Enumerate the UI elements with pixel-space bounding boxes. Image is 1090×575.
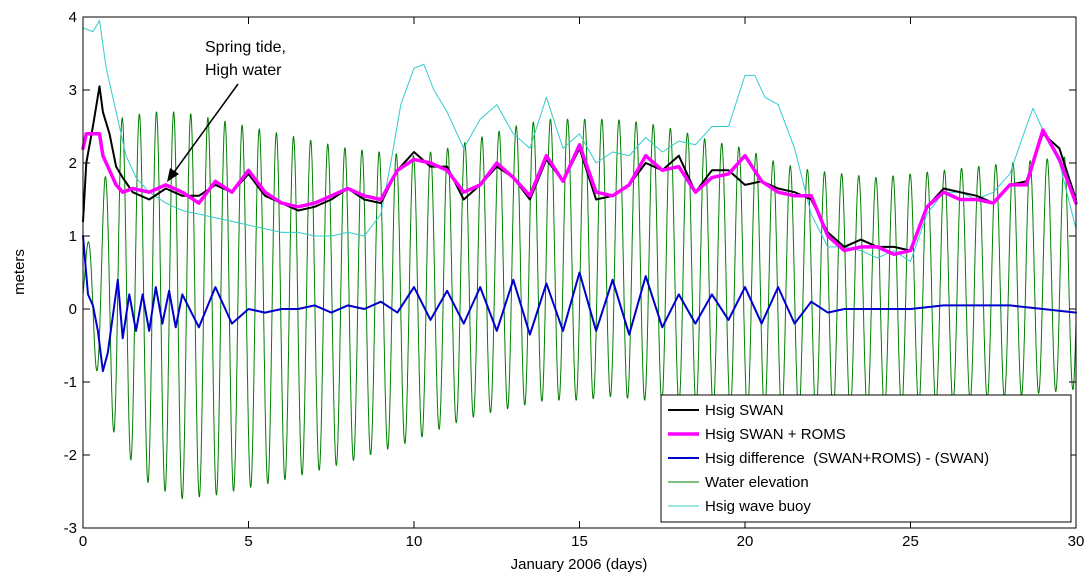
x-tick-label: 15 (571, 533, 588, 550)
y-tick-label: -3 (64, 520, 77, 537)
legend-label-swan-roms: Hsig SWAN + ROMS (705, 426, 846, 443)
y-tick-label: -1 (64, 374, 77, 391)
legend-label-buoy: Hsig wave buoy (705, 498, 811, 515)
legend: Hsig SWAN Hsig SWAN + ROMS Hsig differen… (661, 395, 1071, 522)
y-tick-label: 1 (69, 228, 77, 245)
x-tick-label: 10 (406, 533, 423, 550)
x-axis-label: January 2006 (days) (511, 556, 648, 573)
x-tick-label: 5 (244, 533, 252, 550)
annotation-line-1: Spring tide, (205, 39, 286, 56)
x-tick-label: 0 (79, 533, 87, 550)
y-tick-label: 2 (69, 155, 77, 172)
y-tick-label: 3 (69, 82, 77, 99)
legend-label-swan: Hsig SWAN (705, 402, 784, 419)
x-tick-label: 25 (902, 533, 919, 550)
y-tick-label: -2 (64, 447, 77, 464)
legend-label-water-elevation: Water elevation (705, 474, 809, 491)
x-tick-label: 30 (1068, 533, 1085, 550)
annotation-line-2: High water (205, 62, 282, 79)
y-axis-label: meters (11, 249, 28, 295)
y-tick-label: 4 (69, 9, 77, 26)
y-tick-label: 0 (69, 301, 77, 318)
x-tick-label: 20 (737, 533, 754, 550)
legend-label-difference: Hsig difference (SWAN+ROMS) - (SWAN) (705, 450, 989, 467)
